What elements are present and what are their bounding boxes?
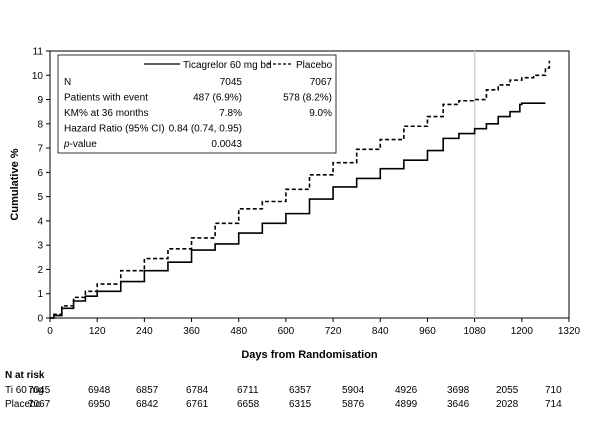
y-tick-label: 2 bbox=[37, 265, 43, 276]
y-tick-label: 1 bbox=[37, 289, 43, 300]
x-tick-label: 1080 bbox=[464, 326, 487, 337]
risk-value: 3646 bbox=[447, 399, 470, 410]
legend-row-label: N bbox=[64, 77, 71, 88]
x-tick-label: 1320 bbox=[558, 326, 581, 337]
x-tick-label: 1200 bbox=[511, 326, 534, 337]
series-line-ticagrelor bbox=[50, 102, 546, 319]
y-tick-label: 6 bbox=[37, 168, 43, 179]
y-tick-label: 5 bbox=[37, 192, 43, 203]
y-tick-label: 7 bbox=[37, 144, 43, 155]
legend-stats: N 7045 7067 Patients with event 487 (6.9%) 57… bbox=[63, 77, 332, 150]
risk-value: 4899 bbox=[395, 399, 418, 410]
risk-value: 6950 bbox=[88, 399, 111, 410]
risk-value: 6315 bbox=[289, 399, 312, 410]
y-tick-label: 3 bbox=[37, 241, 43, 252]
legend-row-label: Patients with event bbox=[64, 93, 148, 104]
risk-value: 6784 bbox=[186, 385, 209, 396]
x-tick-label: 360 bbox=[183, 326, 200, 337]
risk-value: 4926 bbox=[395, 385, 418, 396]
legend-row-placebo: 578 (8.2%) bbox=[283, 93, 332, 104]
x-axis-label: Days from Randomisation bbox=[241, 349, 378, 361]
plot-area bbox=[49, 50, 570, 319]
x-tick-label: 0 bbox=[47, 326, 53, 337]
risk-value: 5876 bbox=[342, 399, 365, 410]
legend-label-placebo: Placebo bbox=[296, 60, 333, 71]
risk-value: 6842 bbox=[136, 399, 159, 410]
legend-row-placebo: 9.0% bbox=[309, 108, 332, 119]
x-tick-label: 720 bbox=[325, 326, 342, 337]
legend-row-ticagrelor: 7045 bbox=[220, 77, 243, 88]
y-axis: 0 1 2 3 4 5 6 7 8 9 10 11 bbox=[32, 47, 50, 325]
legend-row-label: KM% at 36 months bbox=[64, 108, 148, 119]
x-tick-label: 840 bbox=[372, 326, 389, 337]
y-axis-label: Cumulative % bbox=[9, 148, 21, 220]
legend-row-ticagrelor: 0.84 (0.74, 0.95) bbox=[169, 124, 242, 135]
risk-value: 710 bbox=[545, 385, 562, 396]
risk-value: 7045 bbox=[28, 385, 51, 396]
risk-value: 6761 bbox=[186, 399, 209, 410]
risk-value: 2028 bbox=[496, 399, 519, 410]
risk-value: 3698 bbox=[447, 385, 470, 396]
legend-row-label: Hazard Ratio (95% CI) bbox=[64, 124, 165, 135]
legend: Ticagrelor 60 mg bd Placebo N 7045 7067 Pat… bbox=[57, 54, 337, 154]
risk-value: 2055 bbox=[496, 385, 519, 396]
risk-value: 6711 bbox=[237, 385, 259, 396]
legend-row-placebo: 7067 bbox=[310, 77, 333, 88]
y-tick-label: 10 bbox=[32, 71, 44, 82]
risk-value: 7067 bbox=[28, 399, 51, 410]
legend-label-ticagrelor: Ticagrelor 60 mg bd bbox=[183, 60, 272, 71]
series-line-placebo bbox=[50, 60, 551, 319]
risk-value: 6948 bbox=[88, 385, 111, 396]
risk-row-label: Placebo bbox=[5, 399, 42, 410]
legend-row-ticagrelor: 0.0043 bbox=[211, 139, 242, 150]
series-lines bbox=[50, 60, 551, 319]
x-axis: 0 120 240 360 480 600 720 840 960 1080 1200 1320 bbox=[47, 318, 581, 337]
risk-table-title: N at risk bbox=[5, 370, 45, 381]
legend-row-label: p-value bbox=[63, 139, 97, 150]
x-tick-label: 120 bbox=[89, 326, 106, 337]
risk-value: 6857 bbox=[136, 385, 159, 396]
risk-value: 6658 bbox=[237, 399, 260, 410]
legend-row-ticagrelor: 487 (6.9%) bbox=[193, 93, 242, 104]
risk-value: 6357 bbox=[289, 385, 312, 396]
y-tick-label: 9 bbox=[37, 95, 43, 106]
x-tick-label: 240 bbox=[136, 326, 153, 337]
x-tick-label: 960 bbox=[419, 326, 436, 337]
risk-value: 5904 bbox=[342, 385, 365, 396]
x-tick-label: 480 bbox=[230, 326, 247, 337]
legend-row-ticagrelor: 7.8% bbox=[219, 108, 242, 119]
risk-value: 714 bbox=[545, 399, 562, 410]
risk-row-label: Ti 60 mg bbox=[5, 385, 44, 396]
y-tick-label: 0 bbox=[37, 314, 43, 325]
y-tick-label: 8 bbox=[37, 119, 43, 130]
x-tick-label: 600 bbox=[278, 326, 295, 337]
y-tick-label: 4 bbox=[37, 216, 43, 227]
y-tick-label: 11 bbox=[33, 47, 44, 58]
legend-box bbox=[57, 54, 337, 154]
